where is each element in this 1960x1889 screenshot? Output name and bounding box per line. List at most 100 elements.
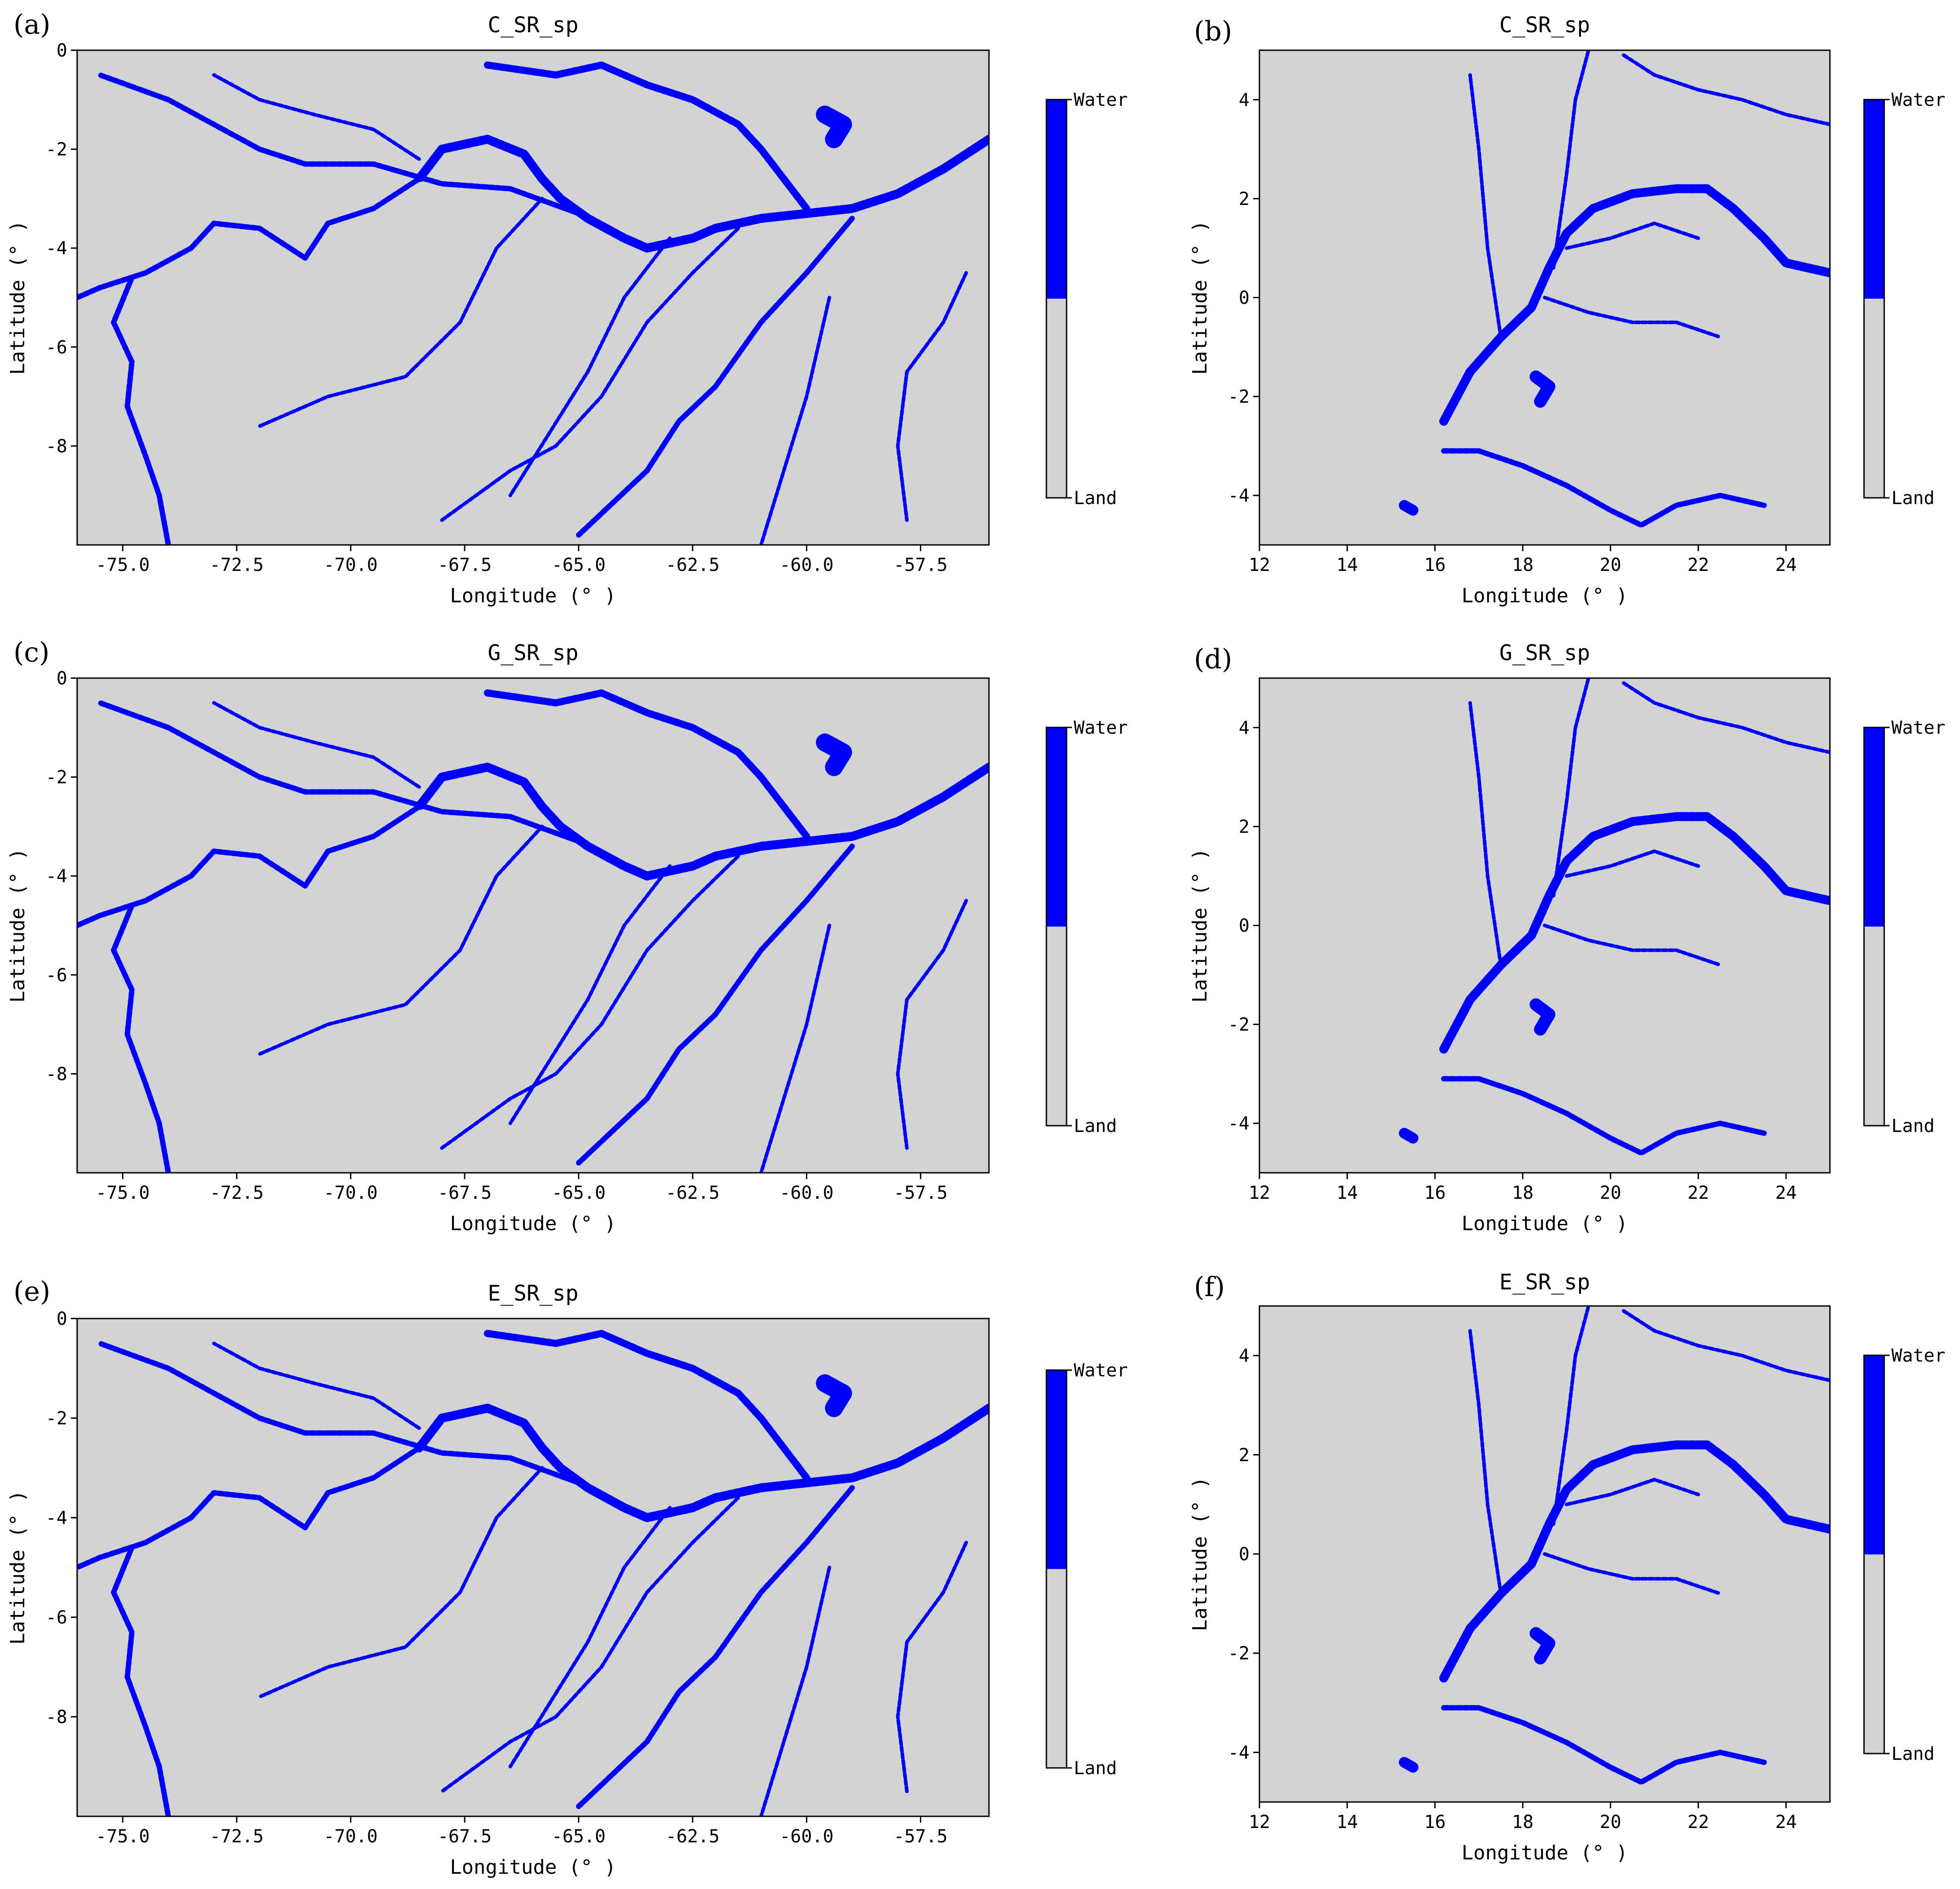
solimoes-upper	[77, 1445, 422, 1570]
colorbar-land-label: Land	[1074, 488, 1117, 509]
japura-river	[97, 700, 627, 869]
colorbar-land-swatch	[1864, 299, 1884, 498]
colorbar-land-label: Land	[1891, 1116, 1934, 1136]
x-tick-label: -60.0	[780, 1183, 833, 1203]
x-tick-label: -65.0	[552, 1183, 605, 1203]
panel-letter: (d)	[1194, 644, 1232, 675]
map-frame	[76, 677, 990, 1174]
panel-letter: (b)	[1194, 16, 1232, 47]
y-tick-label: -4	[1228, 1114, 1250, 1134]
x-tick-label: 22	[1687, 1812, 1709, 1832]
x-tick-label: -60.0	[780, 555, 833, 575]
x-tick-label: -70.0	[324, 1826, 378, 1847]
y-tick-label: -6	[46, 337, 67, 358]
jurua-river	[257, 824, 544, 1056]
ica-river	[212, 1341, 421, 1430]
y-axis-label: Latitude (° )	[1189, 848, 1211, 1002]
aripuana-river	[759, 1566, 832, 1816]
colorbar-water-swatch	[1864, 1355, 1884, 1554]
ica-river	[212, 701, 421, 789]
busira-river	[1543, 296, 1722, 339]
colorbar-water-label: Water	[1891, 90, 1945, 110]
tapajos-river	[896, 1541, 968, 1793]
y-tick-label: -4	[46, 238, 67, 259]
jurua-river	[257, 196, 544, 428]
x-tick-label: 18	[1512, 1812, 1533, 1832]
colorbar-water-label: Water	[1891, 718, 1945, 738]
colorbar-land-label: Land	[1891, 488, 1934, 509]
x-tick-label: 20	[1600, 1183, 1621, 1203]
busira-river	[1543, 1552, 1722, 1596]
lake-tumba	[1398, 1127, 1419, 1144]
y-tick-label: 2	[1239, 189, 1250, 209]
panel-c: (c) G_SR_sp -75.0 -72.5 -70.0 -67.5 -65.0 -62.5…	[6, 637, 1128, 1235]
x-axis-label: Longitude (° )	[1462, 1841, 1628, 1864]
colorbar-land-swatch	[1864, 1554, 1884, 1754]
y-tick-label: 2	[1239, 1445, 1250, 1466]
panel-e: (e) E_SR_sp -75.0 -72.5 -70.0 -67.5 -65.0 -62.5…	[6, 1276, 1128, 1879]
y-tick-label: -6	[46, 1607, 67, 1628]
x-tick-label: 12	[1249, 1183, 1270, 1203]
x-tick-label: 18	[1512, 555, 1533, 575]
panel-letter: (a)	[13, 9, 51, 40]
x-tick-label: 22	[1687, 555, 1709, 575]
colorbar-water-label: Water	[1074, 718, 1128, 738]
water-features	[1398, 1306, 1830, 1785]
purus-river	[440, 226, 740, 522]
negro-river	[483, 61, 810, 212]
panel-title: E_SR_sp	[488, 1281, 578, 1306]
mai-ndombe-lake	[1529, 1627, 1555, 1665]
y-tick-label: 4	[1239, 1346, 1250, 1367]
madeira-river	[576, 1485, 855, 1809]
congo-main-channel	[1439, 812, 1830, 1054]
x-axis-label: Longitude (° )	[1462, 1212, 1628, 1235]
y-tick-label: -4	[46, 1508, 67, 1528]
y-tick-label: 0	[1239, 288, 1250, 309]
y-tick-label: 2	[1239, 817, 1250, 837]
x-axis-label: Longitude (° )	[450, 584, 616, 607]
colorbar-land-swatch	[1046, 927, 1067, 1126]
colorbar-frame	[1045, 1369, 1067, 1769]
x-tick-label: -62.5	[666, 1826, 719, 1847]
y-tick-label: -4	[46, 866, 67, 887]
y-tick-label: -6	[46, 965, 67, 986]
colorbar-frame	[1863, 727, 1885, 1127]
jurua-river	[257, 1466, 544, 1699]
x-tick-label: 24	[1775, 1183, 1797, 1203]
water-features	[77, 61, 989, 545]
x-axis-label: Longitude (° )	[450, 1856, 616, 1879]
northern-river	[1622, 1309, 1830, 1382]
busira-river	[1543, 923, 1722, 967]
lulonga-river	[1564, 222, 1700, 250]
lake-patch	[816, 1374, 852, 1417]
x-axis-label: Longitude (° )	[1462, 584, 1628, 607]
colorbar-land-label: Land	[1074, 1758, 1117, 1779]
lulonga-river	[1564, 849, 1700, 878]
panel-title: G_SR_sp	[1499, 640, 1590, 666]
tapajos-river	[896, 271, 968, 522]
map-frame	[76, 1318, 990, 1817]
y-tick-label: 0	[1239, 1544, 1250, 1565]
aripuana-river	[759, 923, 832, 1173]
colorbar-frame	[1863, 1354, 1885, 1754]
aripuana-river	[759, 296, 832, 545]
colorbar-land-swatch	[1046, 1569, 1067, 1768]
kasai-river	[1441, 448, 1767, 528]
x-tick-label: -57.5	[893, 1183, 947, 1203]
ucayali-river	[111, 275, 171, 545]
colorbar-frame	[1045, 727, 1067, 1127]
panel-a: (a) C_SR_sp -75.0 -72.5 -70.0 -67.5 -65.0 -62.5…	[6, 9, 1128, 607]
y-axis-label: Latitude (° )	[1189, 220, 1211, 374]
y-axis-label: Latitude (° )	[6, 220, 29, 374]
panel-title: E_SR_sp	[1499, 1270, 1590, 1295]
x-tick-label: -60.0	[780, 1826, 833, 1847]
negro-river	[483, 1330, 810, 1482]
colorbar-water-swatch	[1046, 1370, 1067, 1569]
x-tick-label: 16	[1424, 555, 1446, 575]
colorbar-water-label: Water	[1074, 1360, 1128, 1381]
x-tick-label: -72.5	[210, 555, 264, 575]
sangha-river	[1468, 1329, 1503, 1596]
